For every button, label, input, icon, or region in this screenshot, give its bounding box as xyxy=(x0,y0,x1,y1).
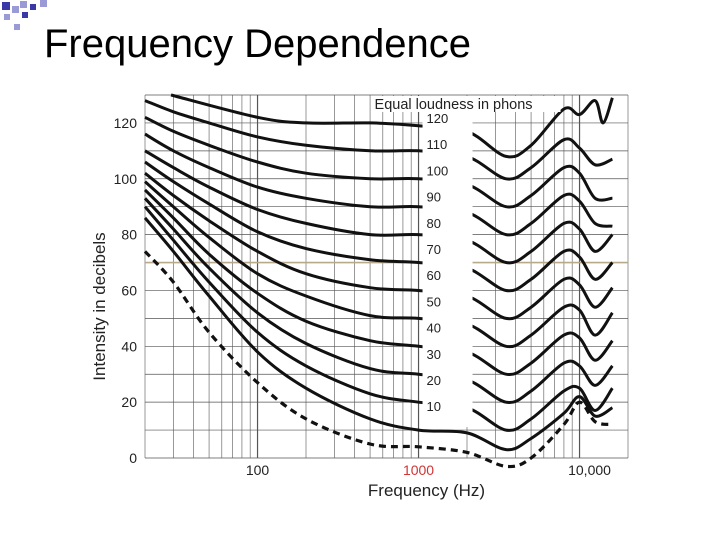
legend-entry-50: 50 xyxy=(427,294,441,309)
corner-square-7 xyxy=(22,12,28,18)
corner-square-1 xyxy=(2,2,10,10)
y-tick-label: 40 xyxy=(121,338,137,354)
corner-square-6 xyxy=(4,14,10,20)
corner-square-3 xyxy=(20,1,27,8)
legend-title-background xyxy=(370,96,561,112)
legend-entry-90: 90 xyxy=(427,190,441,205)
corner-square-4 xyxy=(30,4,36,10)
curves xyxy=(143,93,614,469)
corner-square-2 xyxy=(12,6,19,13)
curve-120-phon xyxy=(170,93,614,159)
legend-entry-30: 30 xyxy=(427,347,441,362)
legend-entry-10: 10 xyxy=(427,399,441,414)
corner-square-8 xyxy=(14,24,20,30)
curve-30-phon xyxy=(143,197,614,404)
y-tick-label: 60 xyxy=(121,282,137,298)
y-tick-label: 120 xyxy=(114,115,138,131)
legend-entry-110: 110 xyxy=(427,137,448,152)
y-tick-label: 20 xyxy=(121,394,137,410)
legend-entry-40: 40 xyxy=(427,321,441,336)
legend-entry-20: 20 xyxy=(427,373,441,388)
legend-background xyxy=(422,97,473,427)
legend-title: Equal loudness in phons xyxy=(375,97,533,113)
threshold-curve-dashed xyxy=(143,250,613,469)
x-tick-label: 1000 xyxy=(403,462,434,478)
corner-square-5 xyxy=(40,0,47,7)
curve-10-phon xyxy=(143,216,614,452)
slide-bullet-squares xyxy=(2,0,47,30)
slide-title: Frequency Dependence xyxy=(44,22,471,66)
legend-entry-100: 100 xyxy=(427,163,449,178)
curve-60-phon xyxy=(144,172,614,321)
y-axis-label: Intensity in decibels xyxy=(90,232,109,380)
legend-entry-80: 80 xyxy=(427,216,441,231)
axes: 0 20 40 60 80 100 120 100 1000 10,000 Frequency (H… xyxy=(90,115,611,500)
x-tick-label: 10,000 xyxy=(568,462,611,478)
legend-entry-60: 60 xyxy=(427,268,441,283)
x-axis-label: Frequency (Hz) xyxy=(368,481,485,500)
legend-entry-70: 70 xyxy=(427,242,441,257)
y-tick-label: 0 xyxy=(129,450,137,466)
legend-entry-120: 120 xyxy=(427,111,449,126)
y-tick-label: 80 xyxy=(121,227,137,243)
curve-40-phon xyxy=(143,188,614,377)
y-tick-label: 100 xyxy=(114,171,138,187)
curve-100-phon xyxy=(144,115,613,209)
x-tick-label: 100 xyxy=(246,462,270,478)
